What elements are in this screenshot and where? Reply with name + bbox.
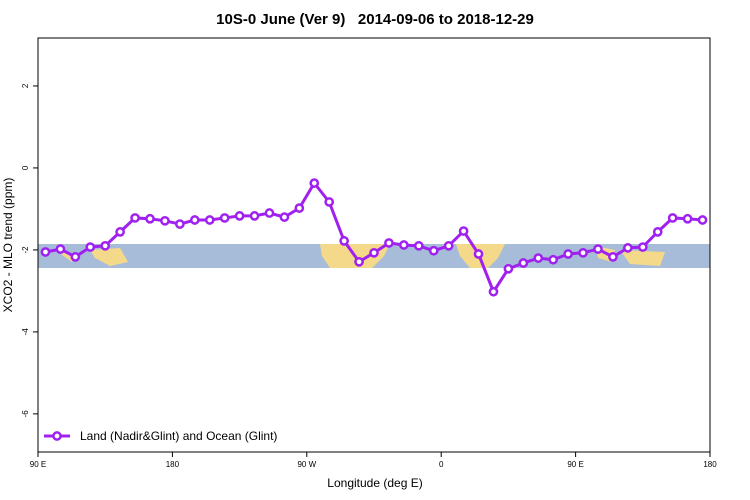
point (204, 215, 215, 225)
point (682, 213, 693, 224)
y-tick-label: -4 (21, 328, 30, 336)
point (667, 213, 678, 223)
series-line (45, 180, 703, 295)
x-tick-label: 180 (703, 460, 717, 469)
point (40, 247, 51, 257)
point (279, 212, 290, 222)
point (55, 244, 66, 254)
point (563, 249, 573, 259)
x-tick-label: 90 E (30, 460, 46, 469)
x-tick-label: 180 (166, 460, 180, 469)
y-tick-label: -2 (21, 246, 30, 254)
point (399, 240, 409, 250)
point (608, 252, 618, 262)
point (503, 263, 514, 274)
point (145, 213, 155, 224)
legend-label: Land (Nadir&Glint) and Ocean (Glint) (80, 429, 277, 443)
point (130, 213, 140, 223)
point (175, 219, 185, 229)
y-axis-label: XCO2 - MLO trend (ppm) (1, 178, 15, 313)
chart-title: 10S-0 June (Ver 9) 2014-09-06 to 2018-12… (216, 11, 534, 28)
point (219, 213, 230, 223)
point (234, 211, 245, 221)
legend-swatch-point (52, 431, 62, 441)
point (413, 240, 424, 251)
point (324, 197, 335, 207)
point (652, 227, 663, 237)
point (623, 243, 633, 253)
point (697, 215, 708, 225)
point (264, 208, 275, 218)
point (70, 252, 81, 262)
point (115, 227, 125, 237)
point (548, 254, 559, 265)
y-tick-label: -6 (21, 410, 30, 418)
point (354, 256, 364, 267)
y-tick-label: 2 (21, 83, 30, 88)
point (85, 242, 96, 252)
x-tick-label: 90 W (297, 460, 316, 469)
point (473, 249, 484, 259)
point (443, 240, 454, 251)
point (518, 258, 529, 268)
x-tick-label: 0 (439, 460, 444, 469)
point (294, 203, 305, 213)
point (384, 238, 394, 248)
x-axis-label: Longitude (deg E) (327, 476, 422, 490)
point (428, 245, 439, 256)
plot-frame (37, 37, 711, 453)
point (189, 215, 200, 225)
point (593, 244, 603, 254)
x-tick-label: 90 E (567, 460, 583, 469)
point (160, 215, 170, 226)
point (533, 253, 544, 263)
point (637, 242, 648, 252)
point (249, 211, 260, 221)
point (458, 226, 469, 236)
point (309, 178, 320, 188)
point (100, 240, 111, 251)
point (578, 247, 588, 258)
point (339, 236, 349, 246)
y-tick-label: 0 (21, 165, 30, 170)
point (369, 247, 379, 258)
point (488, 286, 499, 297)
